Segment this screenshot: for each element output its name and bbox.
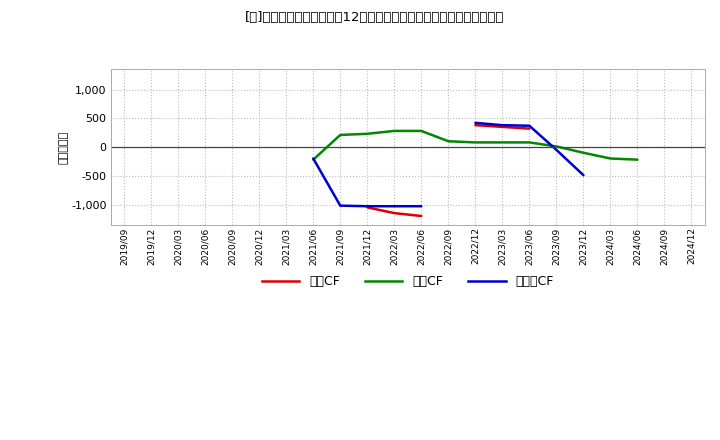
Legend: 営業CF, 投資CF, フリーCF: 営業CF, 投資CF, フリーCF: [256, 270, 559, 293]
Text: [䐠]　キャッシュフローの12か月移動合計の対前年同期増減額の推移: [䐠] キャッシュフローの12か月移動合計の対前年同期増減額の推移: [245, 11, 504, 24]
Y-axis label: （百万円）: （百万円）: [58, 130, 68, 164]
